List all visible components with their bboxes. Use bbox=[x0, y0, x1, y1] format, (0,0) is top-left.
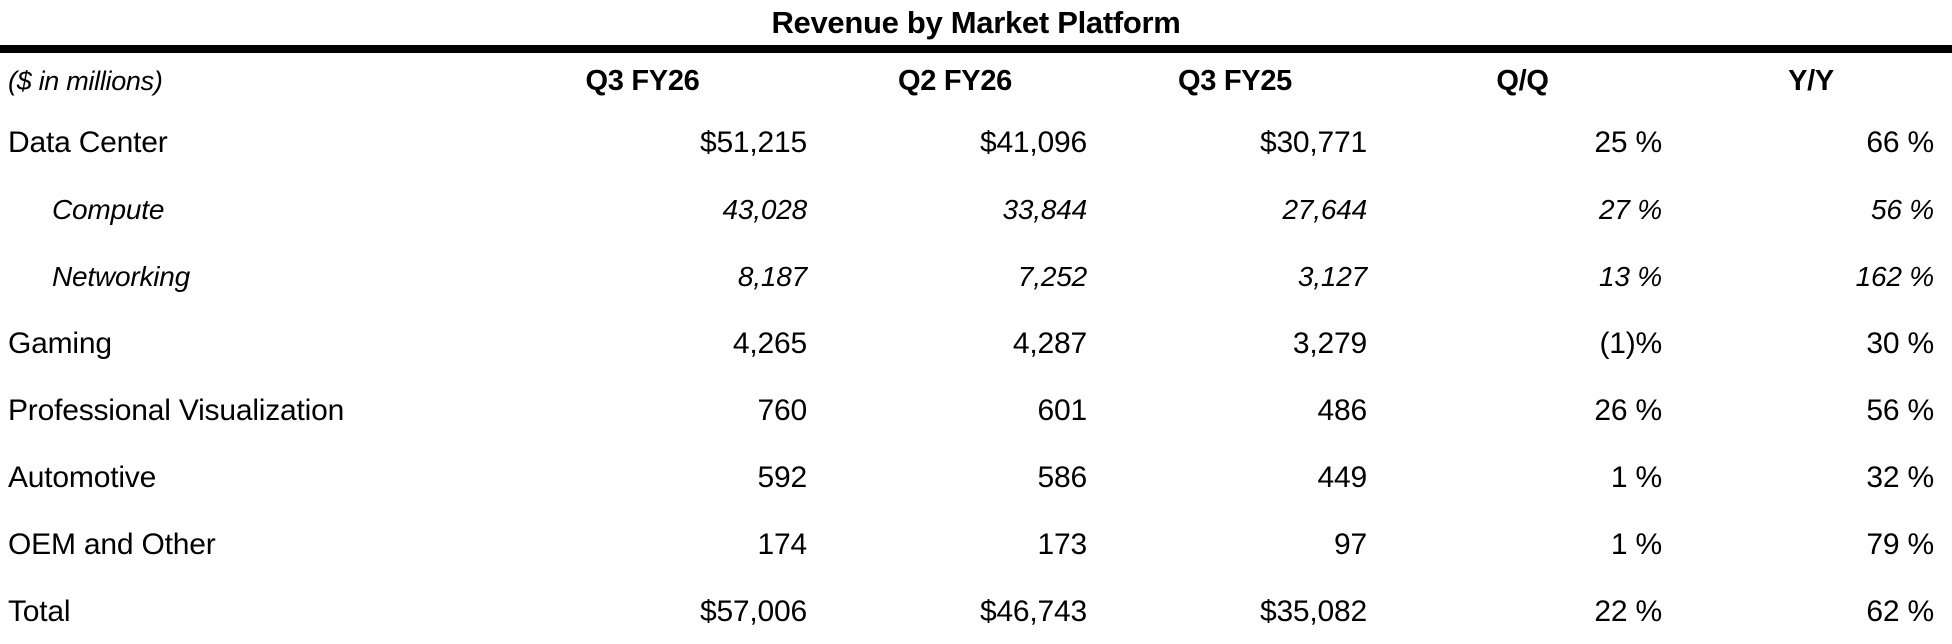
cell-q3-fy26: 4,265 bbox=[732, 326, 807, 360]
cell-q3-fy25: 97 bbox=[1334, 527, 1367, 561]
cell-q3-fy26: 8,187 bbox=[737, 260, 807, 292]
cell-q3-fy25: $30,771 bbox=[1259, 125, 1367, 159]
table-row: Gaming 4,265 4,287 3,279 (1)% 30 % bbox=[0, 310, 1952, 377]
unit-note: ($ in millions) bbox=[8, 65, 163, 96]
cell-q2-fy26: 33,844 bbox=[1002, 193, 1088, 225]
cell-q3-fy25: 486 bbox=[1317, 393, 1368, 427]
cell-q2-fy26: $41,096 bbox=[979, 125, 1087, 159]
row-label: Compute bbox=[52, 193, 165, 225]
column-header-q3-fy25: Q3 FY25 bbox=[1178, 64, 1292, 97]
cell-qq: 25 % bbox=[1594, 125, 1662, 159]
header-row: ($ in millions) Q3 FY26 Q2 FY26 Q3 FY25 … bbox=[0, 53, 1952, 109]
table-header: ($ in millions) Q3 FY26 Q2 FY26 Q3 FY25 … bbox=[0, 53, 1952, 109]
cell-qq: 22 % bbox=[1594, 594, 1662, 628]
table-row: Networking 8,187 7,252 3,127 13 % 162 % bbox=[0, 243, 1952, 310]
table-body: Data Center $51,215 $41,096 $30,771 25 % 66 %… bbox=[0, 109, 1952, 644]
table-row: Data Center $51,215 $41,096 $30,771 25 % 66 % bbox=[0, 109, 1952, 176]
table-row: Professional Visualization 760 601 486 26 % 5… bbox=[0, 377, 1952, 444]
table-row: Compute 43,028 33,844 27,644 27 % 56 % bbox=[0, 176, 1952, 243]
column-header-q3-fy26: Q3 FY26 bbox=[585, 64, 700, 97]
row-label: Automotive bbox=[8, 460, 157, 494]
cell-q3-fy26: 760 bbox=[757, 393, 808, 427]
cell-yy: 162 % bbox=[1855, 260, 1935, 292]
cell-q3-fy25: 27,644 bbox=[1282, 193, 1368, 225]
page-title: Revenue by Market Platform bbox=[771, 5, 1181, 40]
cell-q3-fy25: 3,279 bbox=[1292, 326, 1367, 360]
column-header-yy: Y/Y bbox=[1788, 64, 1834, 97]
cell-q2-fy26: 601 bbox=[1037, 393, 1088, 427]
cell-q3-fy26: $57,006 bbox=[699, 594, 807, 628]
cell-yy: 56 % bbox=[1870, 193, 1934, 225]
column-header-qq: Q/Q bbox=[1496, 64, 1549, 97]
row-label: Gaming bbox=[8, 326, 112, 360]
cell-yy: 32 % bbox=[1866, 460, 1934, 494]
cell-q2-fy26: 4,287 bbox=[1012, 326, 1087, 360]
cell-q3-fy26: 592 bbox=[757, 460, 808, 494]
row-label: Total bbox=[8, 594, 71, 628]
table-row: Total $57,006 $46,743 $35,082 22 % 62 % bbox=[0, 578, 1952, 644]
table-row: Automotive 592 586 449 1 % 32 % bbox=[0, 444, 1952, 511]
row-label: OEM and Other bbox=[8, 527, 216, 561]
cell-q3-fy26: $51,215 bbox=[699, 125, 807, 159]
revenue-table: ($ in millions) Q3 FY26 Q2 FY26 Q3 FY25 … bbox=[0, 53, 1952, 644]
cell-qq: 27 % bbox=[1598, 193, 1662, 225]
cell-yy: 66 % bbox=[1866, 125, 1934, 159]
cell-yy: 79 % bbox=[1866, 527, 1934, 561]
row-label: Networking bbox=[52, 260, 191, 292]
cell-q3-fy25: $35,082 bbox=[1259, 594, 1367, 628]
row-label: Professional Visualization bbox=[8, 393, 345, 427]
row-label: Data Center bbox=[8, 125, 168, 159]
cell-q3-fy25: 449 bbox=[1317, 460, 1368, 494]
cell-q2-fy26: $46,743 bbox=[979, 594, 1087, 628]
cell-qq: 1 % bbox=[1610, 460, 1662, 494]
table-row: OEM and Other 174 173 97 1 % 79 % bbox=[0, 511, 1952, 578]
cell-yy: 62 % bbox=[1866, 594, 1934, 628]
cell-q3-fy25: 3,127 bbox=[1297, 260, 1367, 292]
cell-yy: 56 % bbox=[1866, 393, 1934, 427]
cell-q2-fy26: 586 bbox=[1037, 460, 1088, 494]
title-divider bbox=[0, 45, 1952, 53]
cell-qq: (1)% bbox=[1599, 326, 1662, 360]
column-header-q2-fy26: Q2 FY26 bbox=[898, 64, 1012, 97]
cell-qq: 13 % bbox=[1598, 260, 1662, 292]
cell-yy: 30 % bbox=[1866, 326, 1934, 360]
cell-q3-fy26: 43,028 bbox=[722, 193, 808, 225]
cell-q2-fy26: 173 bbox=[1037, 527, 1088, 561]
cell-q3-fy26: 174 bbox=[757, 527, 808, 561]
cell-q2-fy26: 7,252 bbox=[1017, 260, 1087, 292]
cell-qq: 26 % bbox=[1594, 393, 1662, 427]
cell-qq: 1 % bbox=[1610, 527, 1662, 561]
